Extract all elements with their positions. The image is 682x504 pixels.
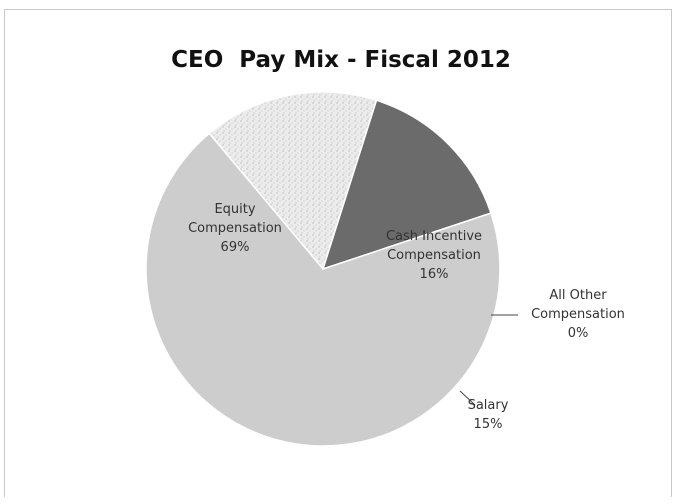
data-label-cash-incentive-compensation: Cash Incentive Compensation 16% bbox=[386, 229, 482, 282]
data-label-equity-compensation: Equity Compensation 69% bbox=[188, 202, 282, 255]
data-label-all-other-compensation: All Other Compensation 0% bbox=[531, 288, 625, 341]
leader-line-salary bbox=[459, 390, 476, 406]
pie-slice-cash-incentive-compensation bbox=[208, 91, 378, 271]
chart-title: CEO Pay Mix - Fiscal 2012 bbox=[171, 47, 511, 73]
data-label-salary: Salary 15% bbox=[468, 398, 509, 432]
pie-slice-equity-compensation bbox=[145, 132, 501, 447]
